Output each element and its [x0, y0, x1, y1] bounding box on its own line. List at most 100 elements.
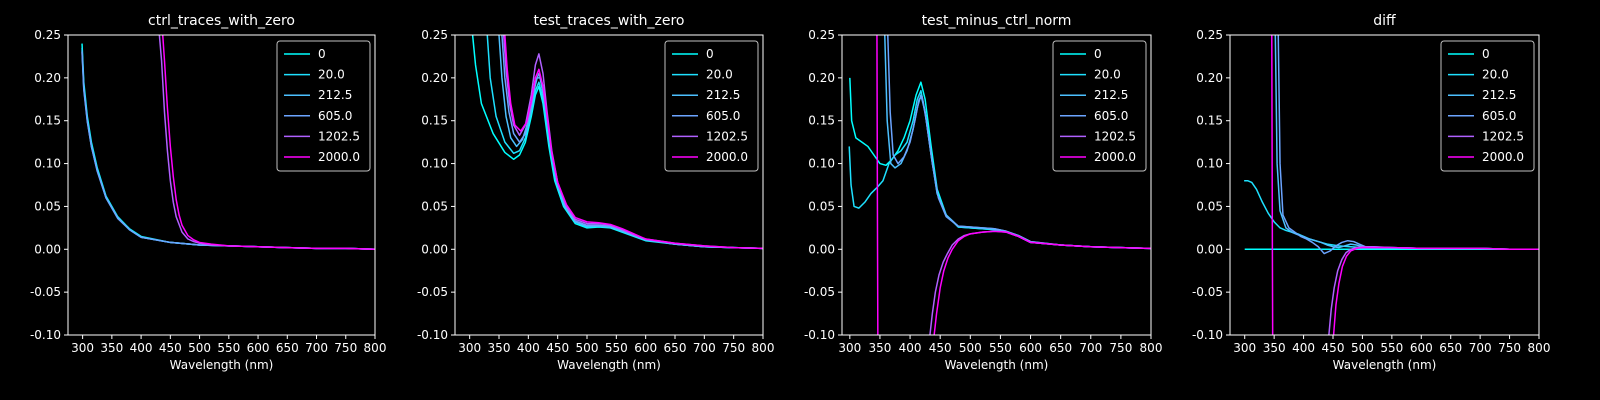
y-tick-label: 0.05: [1196, 199, 1223, 213]
x-tick-label: 650: [276, 341, 299, 355]
y-tick-label: 0.10: [34, 157, 61, 171]
legend-label: 212.5: [1094, 88, 1128, 102]
x-tick-label: 550: [605, 341, 628, 355]
x-tick-label: 300: [1233, 341, 1256, 355]
y-tick-label: 0.00: [34, 242, 61, 256]
x-tick-label: 600: [1410, 341, 1433, 355]
x-tick-label: 550: [1380, 341, 1403, 355]
legend-label: 20.0: [1094, 68, 1121, 82]
series-line-20.0: [1244, 179, 1539, 251]
y-tick-label: 0.10: [808, 157, 835, 171]
series-group: [848, 35, 1151, 335]
legend-label: 1202.5: [706, 129, 748, 143]
legend: 0 20.0 212.5 605.0 1202.5 2000.0: [664, 40, 759, 172]
y-tick-label: 0.05: [34, 199, 61, 213]
x-tick-label: 500: [1351, 341, 1374, 355]
y-tick-label: -0.05: [417, 285, 448, 299]
x-tick-label: 500: [959, 341, 982, 355]
legend-label: 0: [318, 47, 326, 61]
legend-label: 605.0: [1094, 109, 1128, 123]
y-tick-label: -0.05: [804, 285, 835, 299]
series-line-2000.0: [161, 35, 375, 251]
x-tick-label: 450: [546, 341, 569, 355]
x-tick-label: 450: [159, 341, 182, 355]
legend-label: 1202.5: [318, 129, 360, 143]
y-tick-label: 0.15: [1196, 114, 1223, 128]
y-tick-label: 0.25: [1196, 28, 1223, 42]
y-tick-label: 0.00: [1196, 242, 1223, 256]
x-tick-label: 750: [722, 341, 745, 355]
x-tick-label: 650: [1439, 341, 1462, 355]
chart-1: 300 350 400 450 500 550 600 650 700 750 800 -0.10 -0…: [30, 13, 387, 372]
legend-box: [1440, 40, 1535, 172]
legend: 0 20.0 212.5 605.0 1202.5 2000.0: [1440, 40, 1535, 172]
legend-label: 605.0: [318, 109, 352, 123]
x-tick-label: 600: [247, 341, 270, 355]
series-line-605.0: [501, 35, 763, 250]
series-group: [1244, 35, 1539, 335]
axes-frame: [841, 34, 1152, 336]
y-tick-label: 0.20: [808, 71, 835, 85]
legend: 0 20.0 212.5 605.0 1202.5 2000.0: [276, 40, 371, 172]
y-tick-label: -0.10: [417, 328, 448, 342]
chart-4: 300 350 400 450 500 550 600 650 700 750 800 -0.10 -0…: [1192, 13, 1551, 372]
legend-label: 0: [1482, 47, 1490, 61]
series-group: [81, 35, 375, 251]
x-tick-label: 800: [364, 341, 387, 355]
x-tick-label: 400: [517, 341, 540, 355]
x-tick-label: 350: [100, 341, 123, 355]
x-tick-label: 350: [488, 341, 511, 355]
x-axis-label: Wavelength (nm): [557, 358, 661, 372]
legend-box: [1052, 40, 1147, 172]
x-tick-label: 450: [929, 341, 952, 355]
axes-frame: [454, 34, 764, 336]
x-tick-label: 750: [1109, 341, 1132, 355]
legend-box: [276, 40, 371, 172]
legend-label: 0: [706, 47, 714, 61]
legend-label: 20.0: [1482, 68, 1509, 82]
y-tick-label: 0.10: [421, 157, 448, 171]
y-tick-label: 0.00: [421, 242, 448, 256]
chart-title: diff: [1373, 13, 1396, 29]
x-tick-label: 600: [1019, 341, 1042, 355]
x-tick-label: 300: [71, 341, 94, 355]
x-tick-label: 700: [1469, 341, 1492, 355]
y-tick-label: 0.15: [34, 114, 61, 128]
x-tick-label: 400: [899, 341, 922, 355]
chart-title: test_traces_with_zero: [534, 13, 685, 29]
x-tick-label: 350: [1263, 341, 1286, 355]
legend-label: 605.0: [706, 109, 740, 123]
x-tick-label: 600: [634, 341, 657, 355]
y-tick-label: 0.25: [34, 28, 61, 42]
x-axis-label: Wavelength (nm): [170, 358, 274, 372]
y-tick-label: -0.10: [804, 328, 835, 342]
legend-label: 605.0: [1482, 109, 1516, 123]
y-tick-label: 0.20: [421, 71, 448, 85]
x-tick-label: 800: [1140, 341, 1163, 355]
series-line-2000.0: [504, 35, 763, 250]
y-tick-label: 0.20: [1196, 71, 1223, 85]
legend-label: 2000.0: [1094, 150, 1136, 164]
legend-label: 2000.0: [318, 150, 360, 164]
x-tick-label: 500: [576, 341, 599, 355]
y-tick-label: 0.25: [808, 28, 835, 42]
series-group: [471, 35, 763, 250]
x-tick-label: 450: [1322, 341, 1345, 355]
x-tick-label: 800: [752, 341, 775, 355]
y-tick-label: 0.20: [34, 71, 61, 85]
legend-label: 212.5: [1482, 88, 1516, 102]
x-tick-label: 400: [1292, 341, 1315, 355]
chart-3: 300 350 400 450 500 550 600 650 700 750 800 -0.10 -0…: [804, 13, 1163, 372]
x-tick-label: 700: [1079, 341, 1102, 355]
axes-frame: [1229, 34, 1540, 336]
y-tick-label: 0.25: [421, 28, 448, 42]
x-tick-label: 500: [188, 341, 211, 355]
y-tick-label: 0.05: [808, 199, 835, 213]
x-tick-label: 300: [838, 341, 861, 355]
y-tick-label: -0.05: [1192, 285, 1223, 299]
x-axis-label: Wavelength (nm): [945, 358, 1049, 372]
series-line-2000.0: [876, 35, 1151, 335]
x-tick-label: 650: [1049, 341, 1072, 355]
x-tick-label: 700: [305, 341, 328, 355]
x-tick-label: 750: [334, 341, 357, 355]
